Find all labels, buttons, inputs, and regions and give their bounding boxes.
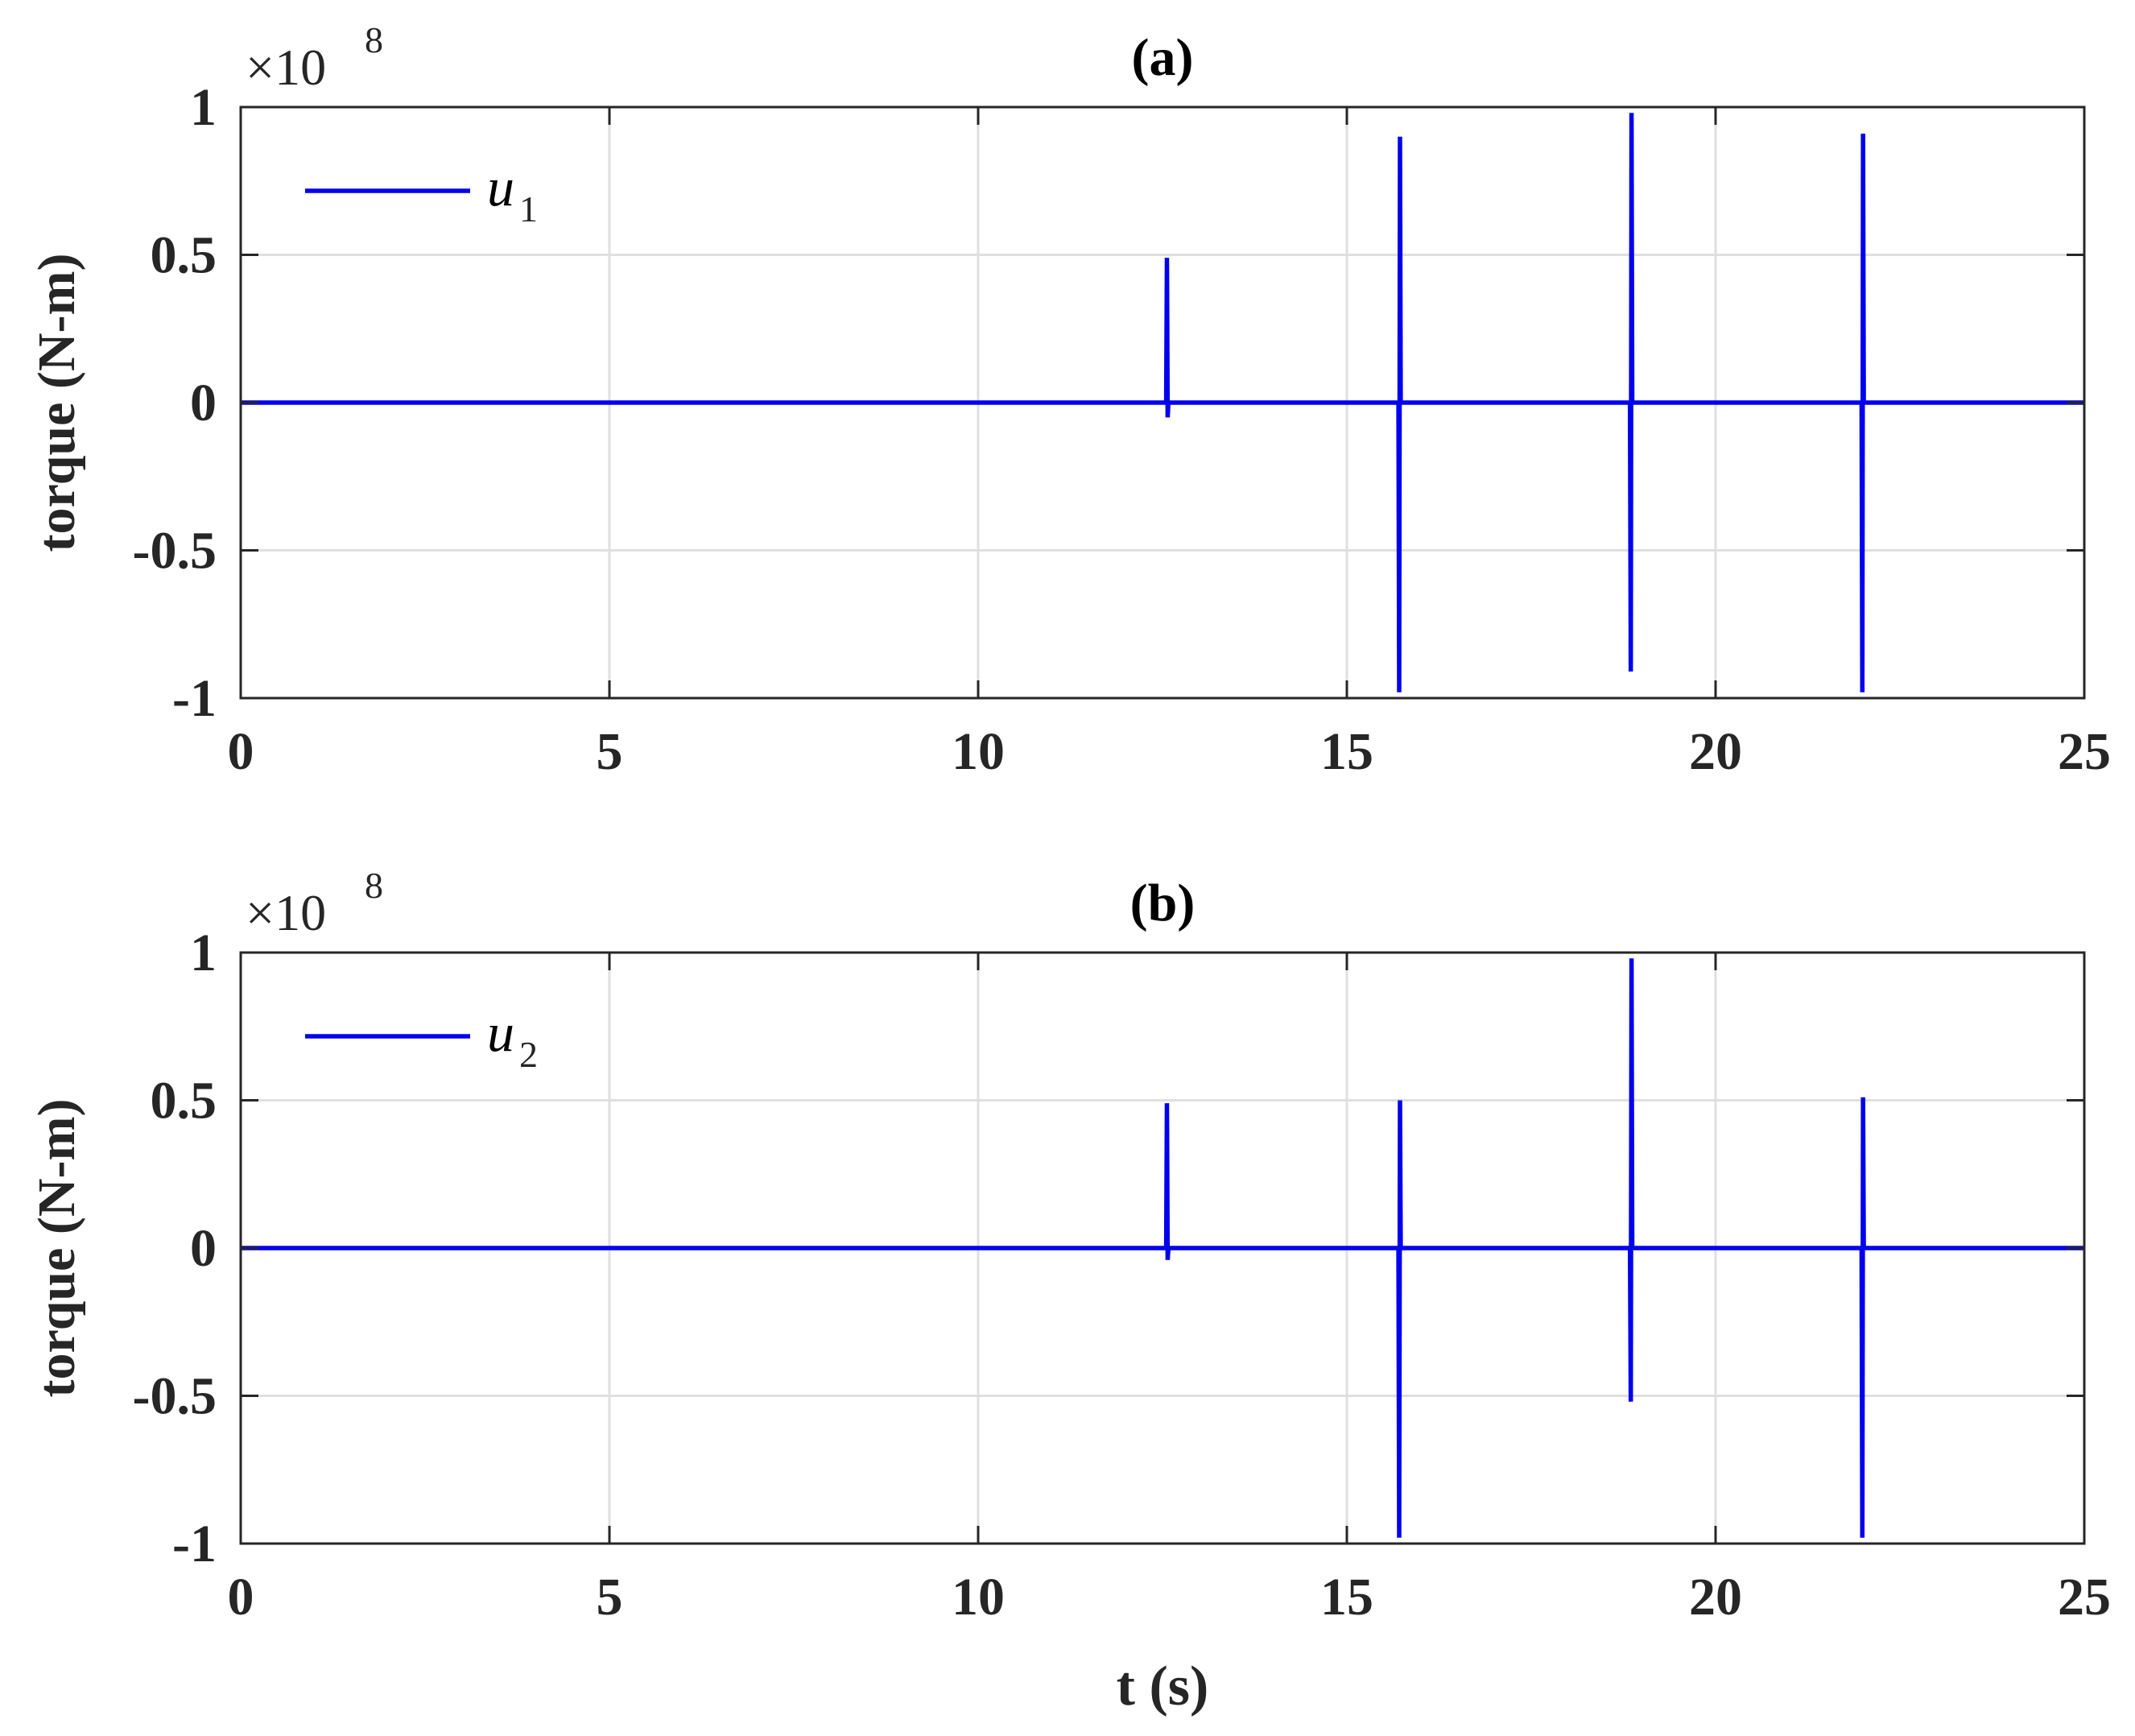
series-line-1 bbox=[241, 113, 2084, 692]
y-tick-label: -1 bbox=[172, 1515, 217, 1573]
legend-label: u bbox=[487, 1002, 514, 1063]
x-tick-label: 15 bbox=[1320, 1568, 1373, 1626]
y-exponent-label: ×10 bbox=[246, 39, 326, 96]
x-tick-label: 5 bbox=[597, 1568, 623, 1626]
y-tick-label: 0.5 bbox=[151, 226, 217, 285]
y-tick-label: -0.5 bbox=[133, 522, 217, 581]
x-tick-label: 5 bbox=[597, 722, 623, 781]
legend-label-subscript: 1 bbox=[519, 188, 538, 229]
y-tick-label: 0 bbox=[190, 1219, 217, 1278]
legend-label: u bbox=[487, 156, 514, 217]
x-tick-label: 10 bbox=[952, 1568, 1005, 1626]
y-exponent-label: ×10 bbox=[246, 884, 326, 941]
y-exponent-power: 8 bbox=[365, 19, 383, 60]
x-tick-label: 10 bbox=[952, 722, 1005, 781]
chart-panel-1: 0 5 10 15 20 25 1 0.5 0 -0.5 -1 ×10 8 (a) torque (N-m)… bbox=[27, 19, 2111, 781]
x-tick-label: 20 bbox=[1689, 1568, 1742, 1626]
x-tick-label: 0 bbox=[228, 722, 254, 781]
y-tick-label: -0.5 bbox=[133, 1367, 217, 1426]
y-tick-label: 1 bbox=[190, 78, 217, 137]
panel-title: (b) bbox=[1130, 874, 1196, 932]
y-axis-label: torque (N-m) bbox=[27, 254, 86, 552]
x-tick-label: 25 bbox=[2058, 1568, 2111, 1626]
y-tick-label: -1 bbox=[172, 669, 217, 728]
y-tick-label: 0.5 bbox=[151, 1072, 217, 1130]
legend-label-subscript: 2 bbox=[519, 1034, 538, 1075]
x-axis-label: t (s) bbox=[1117, 1655, 1209, 1717]
y-axis-label: torque (N-m) bbox=[27, 1099, 86, 1398]
x-tick-label: 15 bbox=[1320, 722, 1373, 781]
y-exponent-power: 8 bbox=[365, 865, 383, 906]
panel-title: (a) bbox=[1132, 28, 1194, 87]
y-tick-label: 1 bbox=[190, 924, 217, 982]
series-line-1 bbox=[241, 958, 2084, 1538]
x-tick-label: 0 bbox=[228, 1568, 254, 1626]
y-tick-label: 0 bbox=[190, 374, 217, 432]
chart-panel-2: 0 5 10 15 20 25 1 0.5 0 -0.5 -1 ×10 8 (b) torque (N-m)… bbox=[27, 865, 2111, 1717]
x-tick-label: 25 bbox=[2058, 722, 2111, 781]
x-tick-label: 20 bbox=[1689, 722, 1742, 781]
